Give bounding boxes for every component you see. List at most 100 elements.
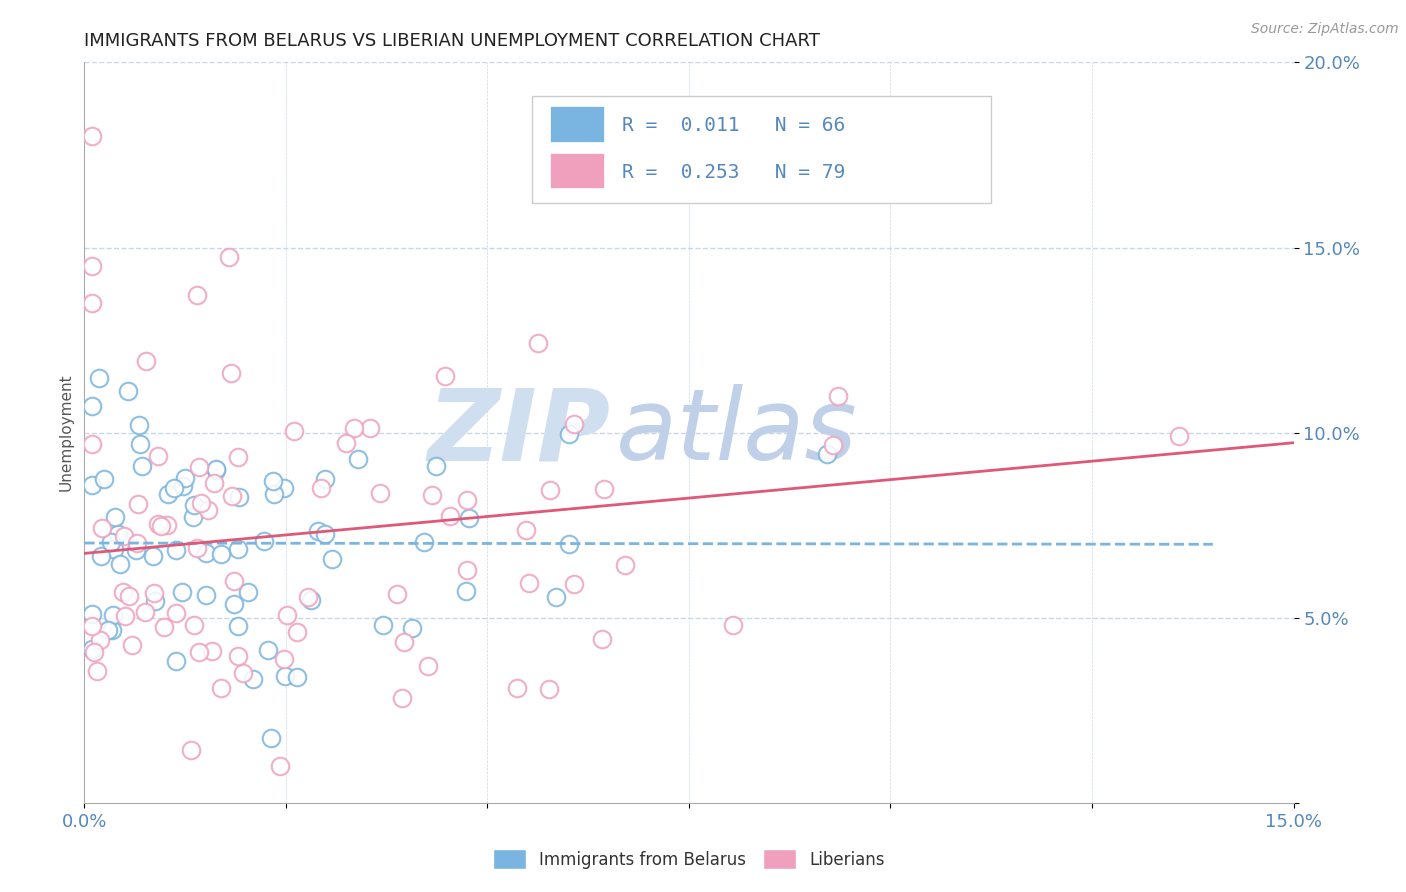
- Point: [149, 519, 172, 533]
- Point: [537, 681, 560, 696]
- Text: ZIP: ZIP: [427, 384, 610, 481]
- Point: [343, 420, 366, 434]
- Point: [142, 585, 165, 599]
- Point: [103, 541, 125, 556]
- Point: [201, 644, 224, 658]
- Point: [174, 471, 197, 485]
- Point: [420, 488, 443, 502]
- Point: [188, 459, 211, 474]
- Point: [546, 590, 568, 604]
- Bar: [550, 106, 605, 142]
- Point: [118, 590, 141, 604]
- Text: atlas: atlas: [616, 384, 858, 481]
- Point: [821, 438, 844, 452]
- FancyBboxPatch shape: [531, 95, 991, 203]
- Point: [204, 463, 226, 477]
- Point: [416, 658, 439, 673]
- Point: [156, 517, 179, 532]
- Point: [456, 562, 478, 576]
- Point: [562, 417, 585, 431]
- Point: [562, 576, 585, 591]
- Point: [433, 368, 456, 383]
- Point: [162, 481, 184, 495]
- Point: [82, 129, 104, 144]
- Point: [273, 652, 295, 666]
- Point: [146, 449, 169, 463]
- Point: [515, 523, 537, 537]
- Point: [260, 731, 283, 745]
- Point: [256, 642, 278, 657]
- Point: [413, 535, 436, 549]
- Point: [262, 474, 284, 488]
- Point: [299, 593, 322, 607]
- Point: [82, 400, 104, 414]
- Point: [228, 490, 250, 504]
- Point: [90, 521, 112, 535]
- Point: [152, 620, 174, 634]
- Point: [127, 497, 149, 511]
- Point: [195, 588, 218, 602]
- Point: [273, 481, 295, 495]
- Bar: [550, 153, 605, 188]
- Point: [183, 498, 205, 512]
- Point: [368, 485, 391, 500]
- Point: [82, 477, 104, 491]
- Point: [89, 632, 111, 647]
- Y-axis label: Unemployment: Unemployment: [58, 374, 73, 491]
- Point: [314, 473, 336, 487]
- Point: [125, 542, 148, 557]
- Point: [128, 417, 150, 432]
- Point: [391, 690, 413, 705]
- Point: [197, 503, 219, 517]
- Point: [186, 541, 208, 556]
- Point: [82, 619, 104, 633]
- Point: [82, 607, 104, 622]
- Point: [219, 366, 242, 380]
- Point: [190, 496, 212, 510]
- Point: [321, 552, 343, 566]
- Point: [401, 621, 423, 635]
- Point: [456, 493, 478, 508]
- Point: [538, 483, 561, 498]
- Point: [181, 510, 204, 524]
- Point: [101, 608, 124, 623]
- Point: [1323, 221, 1346, 235]
- Point: [125, 535, 148, 549]
- Point: [165, 654, 187, 668]
- Point: [592, 482, 614, 496]
- Point: [232, 666, 254, 681]
- Point: [222, 598, 245, 612]
- Point: [815, 447, 838, 461]
- Point: [558, 427, 581, 442]
- Point: [112, 584, 135, 599]
- Point: [614, 558, 637, 573]
- Point: [827, 388, 849, 402]
- Point: [226, 542, 249, 557]
- Point: [131, 459, 153, 474]
- Point: [142, 549, 165, 564]
- Point: [112, 529, 135, 543]
- Point: [307, 524, 329, 538]
- Point: [180, 742, 202, 756]
- Point: [456, 584, 478, 599]
- Point: [221, 489, 243, 503]
- Text: R =  0.253   N = 79: R = 0.253 N = 79: [623, 162, 845, 181]
- Point: [242, 672, 264, 686]
- Point: [135, 354, 157, 368]
- Point: [517, 575, 540, 590]
- Point: [100, 535, 122, 549]
- Text: Source: ZipAtlas.com: Source: ZipAtlas.com: [1251, 22, 1399, 37]
- Point: [121, 638, 143, 652]
- Point: [309, 482, 332, 496]
- Point: [283, 424, 305, 438]
- Point: [134, 605, 156, 619]
- Point: [143, 594, 166, 608]
- Point: [170, 585, 193, 599]
- Point: [314, 526, 336, 541]
- Point: [82, 436, 104, 450]
- Point: [114, 608, 136, 623]
- Point: [238, 585, 260, 599]
- Text: R =  0.011   N = 66: R = 0.011 N = 66: [623, 116, 845, 135]
- Point: [165, 606, 187, 620]
- Text: IMMIGRANTS FROM BELARUS VS LIBERIAN UNEMPLOYMENT CORRELATION CHART: IMMIGRANTS FROM BELARUS VS LIBERIAN UNEM…: [84, 32, 820, 50]
